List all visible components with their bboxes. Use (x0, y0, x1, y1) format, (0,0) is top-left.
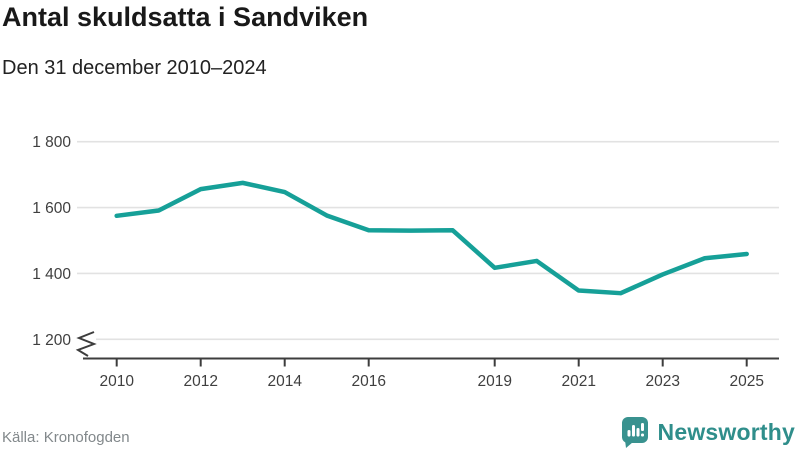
chart-title: Antal skuldsatta i Sandviken (2, 2, 369, 32)
newsworthy-logo: Newsworthy (621, 416, 795, 448)
x-tick-label: 2021 (561, 373, 595, 390)
chart-subtitle: Den 31 december 2010–2024 (2, 57, 267, 79)
axis-break-icon (75, 331, 97, 357)
newsworthy-logo-icon (621, 417, 648, 448)
source-note: Källa: Kronofogden (2, 429, 130, 446)
x-tick-label: 2016 (351, 373, 385, 390)
x-tick-label: 2012 (183, 373, 217, 390)
y-tick-label: 1 800 (32, 134, 71, 151)
y-tick-label: 1 600 (32, 200, 71, 217)
x-tick-label: 2019 (477, 373, 511, 390)
x-tick-label: 2014 (267, 373, 302, 390)
y-tick-label: 1 200 (32, 332, 71, 349)
x-tick-label: 2010 (99, 373, 134, 390)
x-tick-label: 2025 (729, 373, 763, 390)
newsworthy-wordmark: Newsworthy (657, 418, 795, 445)
trend-line (114, 180, 749, 296)
y-tick-label: 1 400 (32, 266, 71, 283)
x-tick-label: 2023 (645, 373, 679, 390)
